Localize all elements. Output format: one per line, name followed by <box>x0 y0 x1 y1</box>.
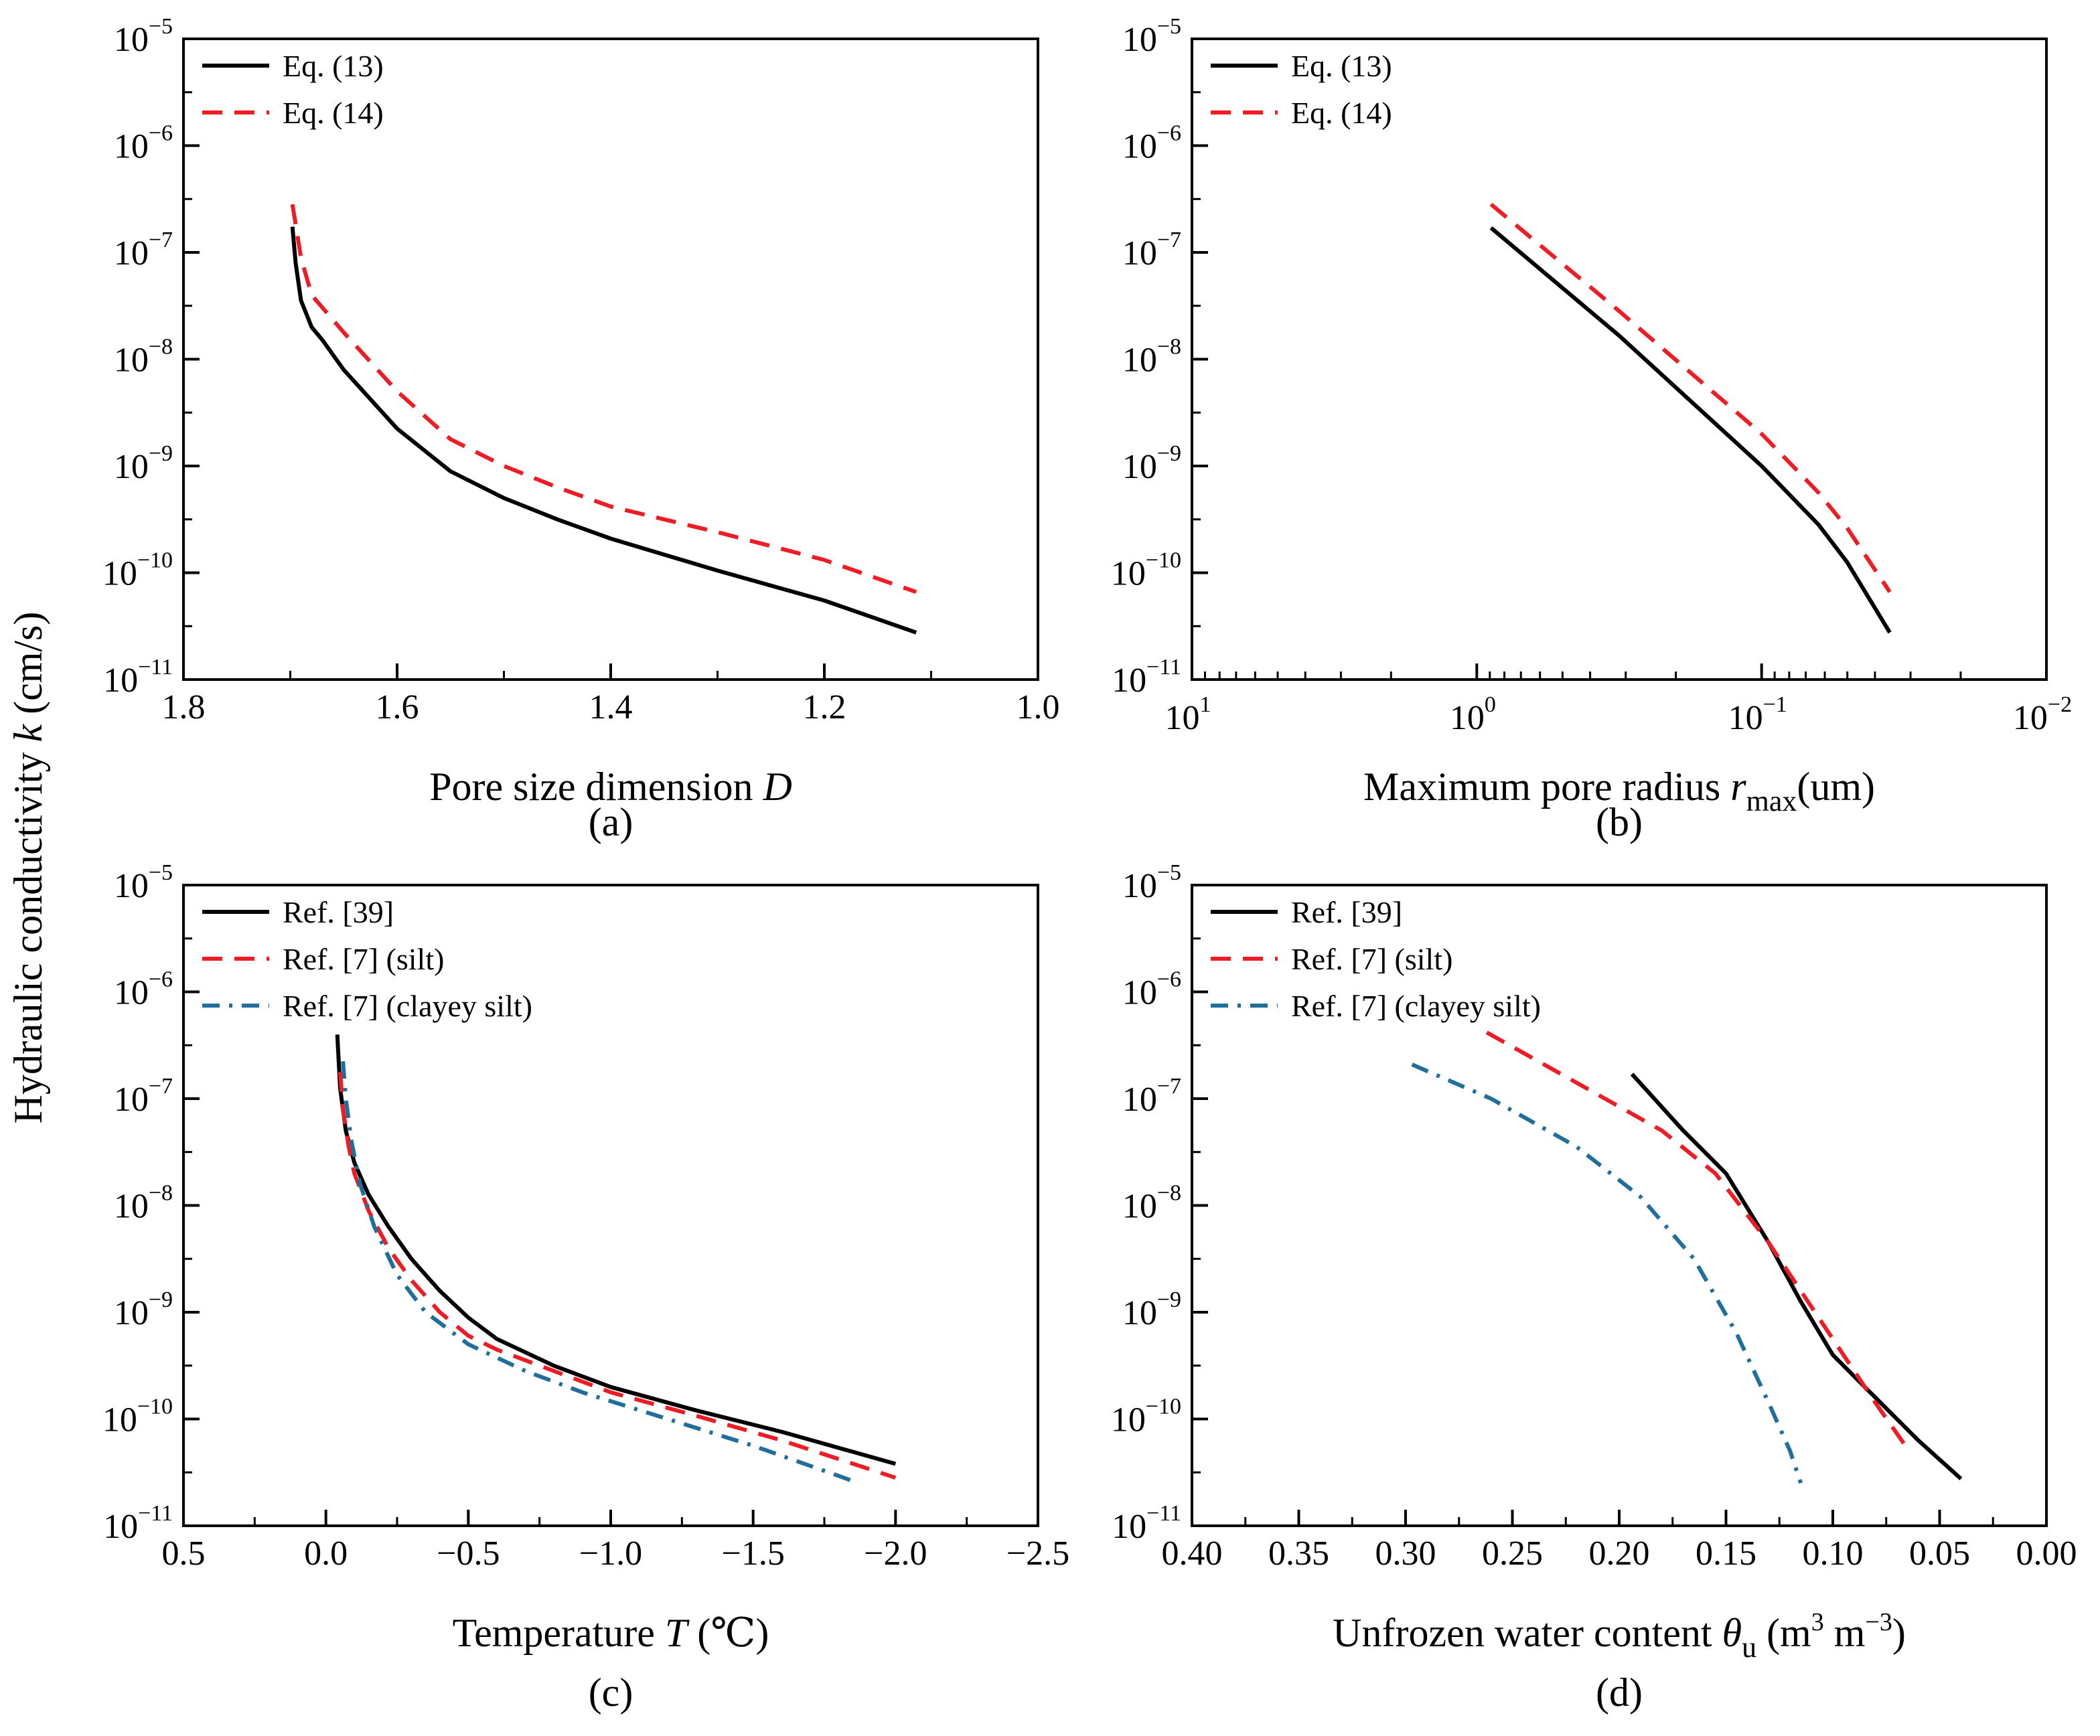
x-tick-label: 0.20 <box>1589 1534 1650 1573</box>
panel-d: 10−11 10−10 10−9 10−8 10−7 10−6 10−5 0.40 0.35 0.… <box>1111 860 2077 1715</box>
series-line-b-1 <box>1489 226 1892 634</box>
panel-label-d: (d) <box>1596 1670 1643 1715</box>
series-line-d-3 <box>1411 1062 1803 1484</box>
legend-label: Ref. [7] (silt) <box>1291 942 1452 976</box>
x-tick-label: 1.4 <box>589 688 633 726</box>
y-tick-label: 10−6 <box>1122 967 1181 1012</box>
series-line-c-2 <box>338 1071 897 1480</box>
y-tick-label: 10−8 <box>1122 335 1181 380</box>
y-tick-label: 10−9 <box>1122 1287 1181 1332</box>
y-tick-label: 10−10 <box>102 1395 173 1439</box>
y-tick-label: 10−7 <box>114 1074 173 1119</box>
plot-frame-a <box>182 37 1039 681</box>
plot-frame-c <box>182 884 1039 1527</box>
y-tick-label: 10−6 <box>114 967 173 1012</box>
plot-frame-b <box>1191 37 2048 681</box>
legend-label: Ref. [7] (clayey silt) <box>283 989 532 1023</box>
x-tick-label: −2.5 <box>1006 1534 1069 1573</box>
y-tick-label: 10−11 <box>1112 655 1181 700</box>
y-tick-label: 10−9 <box>1122 441 1181 486</box>
x-axis-label: Maximum pore radius rmax(um) <box>1363 765 1875 817</box>
legend-label: Eq. (13) <box>1291 49 1392 83</box>
legend-label: Ref. [39] <box>1291 895 1402 929</box>
x-axis-label: Temperature T (℃) <box>453 1611 769 1655</box>
legend-label: Ref. [39] <box>283 895 394 929</box>
y-tick-label: 10−9 <box>114 1287 173 1332</box>
panel-b: 10−11 10−10 10−9 10−8 10−7 10−6 10−5 101 100 10−1… <box>1111 14 2072 844</box>
panel-label-b: (b) <box>1596 800 1643 844</box>
y-axis-label: Hydraulic conductivity k (cm/s) <box>6 612 50 1124</box>
y-tick-label: 10−10 <box>102 548 173 593</box>
y-tick-label: 10−5 <box>1122 14 1181 59</box>
series-line-c-1 <box>335 1034 897 1466</box>
x-tick-label: 0.30 <box>1375 1534 1436 1573</box>
x-axis-label: Unfrozen water content θu (m3 m−3) <box>1333 1608 1906 1664</box>
x-tick-label: 100 <box>1450 692 1496 737</box>
legend-label: Eq. (14) <box>283 96 384 130</box>
series-line-a-1 <box>290 226 917 635</box>
x-tick-label: 0.15 <box>1696 1534 1756 1573</box>
x-tick-label: 1.6 <box>376 688 419 726</box>
x-tick-label: 0.35 <box>1268 1534 1329 1573</box>
y-tick-label: 10−11 <box>103 655 173 700</box>
panel-label-a: (a) <box>589 800 633 844</box>
x-tick-label: 0.40 <box>1162 1534 1223 1573</box>
x-tick-label: −2.0 <box>864 1534 927 1573</box>
legend-label: Eq. (14) <box>1291 96 1392 130</box>
y-tick-label: 10−8 <box>1122 1181 1181 1226</box>
panel-a: 10−11 10−10 10−9 10−8 10−7 10−6 10−5 1.8 1.6 1.4 1… <box>102 14 1060 844</box>
y-tick-label: 10−11 <box>103 1501 173 1546</box>
x-tick-label: 1.2 <box>803 688 846 726</box>
x-tick-label: 0.25 <box>1482 1534 1543 1573</box>
x-tick-label: 0.5 <box>162 1534 206 1573</box>
plot-frame-d <box>1191 884 2048 1527</box>
x-tick-label: −1.5 <box>722 1534 785 1573</box>
series-line-d-1 <box>1630 1073 1963 1481</box>
x-tick-label: 0.05 <box>1909 1534 1970 1573</box>
x-tick-label: 10−1 <box>1728 692 1787 737</box>
y-tick-label: 10−5 <box>1122 860 1181 905</box>
x-tick-label: 1.8 <box>162 688 206 726</box>
legend-label: Ref. [7] (clayey silt) <box>1291 989 1541 1023</box>
panel-label-c: (c) <box>589 1670 633 1715</box>
x-axis-label: Pore size dimension D <box>429 765 792 809</box>
x-tick-label: 0.0 <box>304 1534 348 1573</box>
panel-c: 10−11 10−10 10−9 10−8 10−7 10−6 10−5 0.5 0.0 −0.5… <box>102 860 1069 1715</box>
legend-label: Ref. [7] (silt) <box>283 942 444 976</box>
x-tick-label: −1.0 <box>579 1534 642 1573</box>
legend-label: Eq. (13) <box>283 49 384 83</box>
y-tick-label: 10−8 <box>114 335 173 380</box>
y-tick-label: 10−5 <box>114 14 173 59</box>
y-tick-label: 10−6 <box>114 121 173 166</box>
y-tick-label: 10−5 <box>114 860 173 905</box>
x-tick-label: 101 <box>1165 692 1211 737</box>
series-line-b-2 <box>1489 202 1892 593</box>
x-tick-label: 0.00 <box>2016 1534 2077 1573</box>
y-tick-label: 10−10 <box>1111 1395 1181 1439</box>
x-tick-label: 0.10 <box>1803 1534 1864 1573</box>
x-tick-label: 1.0 <box>1017 688 1060 726</box>
series-line-a-2 <box>290 204 917 595</box>
y-tick-label: 10−9 <box>114 441 173 486</box>
series-line-d-2 <box>1485 1030 1910 1450</box>
x-tick-label: 10−2 <box>2013 692 2072 737</box>
y-tick-label: 10−7 <box>114 228 173 272</box>
x-tick-label: −0.5 <box>437 1534 500 1573</box>
y-tick-label: 10−6 <box>1122 121 1181 166</box>
y-tick-label: 10−7 <box>1122 228 1181 272</box>
y-tick-label: 10−11 <box>1112 1501 1181 1546</box>
y-tick-label: 10−8 <box>114 1181 173 1226</box>
series-line-c-3 <box>341 1060 854 1483</box>
y-tick-label: 10−10 <box>1111 548 1181 593</box>
y-tick-label: 10−7 <box>1122 1074 1181 1119</box>
